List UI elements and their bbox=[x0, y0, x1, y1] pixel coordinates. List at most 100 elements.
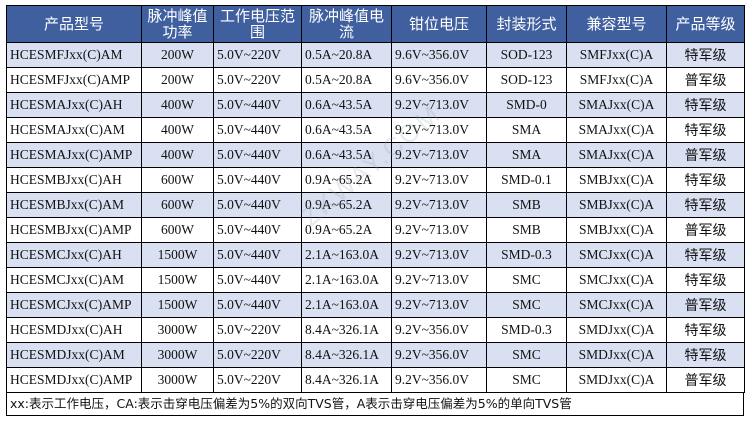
cell-peak-current: 0.5A~20.8A bbox=[301, 42, 392, 68]
cell-package: SOD-123 bbox=[486, 67, 567, 93]
cell-voltage-range: 5.0V~440V bbox=[213, 142, 302, 168]
cell-voltage-range: 5.0V~220V bbox=[213, 42, 302, 68]
cell-peak-current: 0.5A~20.8A bbox=[301, 67, 392, 93]
cell-peak-current: 0.9A~65.2A bbox=[301, 192, 392, 218]
cell-peak-power: 400W bbox=[141, 142, 214, 168]
cell-clamp-voltage: 9.6V~356.0V bbox=[391, 42, 487, 68]
cell-model: HCESMCJxx(C)AH bbox=[6, 242, 142, 268]
cell-package: SMC bbox=[486, 367, 567, 393]
cell-peak-current: 2.1A~163.0A bbox=[301, 292, 392, 318]
table-row: HCESMFJxx(C)AMP 200W 5.0V~220V 0.5A~20.8A 9.… bbox=[6, 67, 745, 93]
cell-compatible-model: SMBJxx(C)A bbox=[566, 217, 667, 243]
table-row: HCESMCJxx(C)AH 1500W 5.0V~440V 2.1A~163.0A 9… bbox=[6, 242, 745, 268]
cell-clamp-voltage: 9.2V~713.0V bbox=[391, 167, 487, 193]
cell-package: SMA bbox=[486, 117, 567, 143]
cell-model: HCESMBJxx(C)AM bbox=[6, 192, 142, 218]
cell-peak-current: 0.6A~43.5A bbox=[301, 92, 392, 118]
cell-peak-current: 8.4A~326.1A bbox=[301, 317, 392, 343]
cell-voltage-range: 5.0V~220V bbox=[213, 367, 302, 393]
cell-grade: 普军级 bbox=[666, 217, 745, 243]
cell-package: SMD-0.3 bbox=[486, 317, 567, 343]
header-model: 产品型号 bbox=[6, 5, 142, 43]
cell-clamp-voltage: 9.2V~713.0V bbox=[391, 92, 487, 118]
cell-package: SMC bbox=[486, 267, 567, 293]
table-row: HCESMFJxx(C)AM 200W 5.0V~220V 0.5A~20.8A 9.6… bbox=[6, 42, 745, 68]
cell-voltage-range: 5.0V~220V bbox=[213, 67, 302, 93]
header-package: 封装形式 bbox=[486, 5, 567, 43]
cell-voltage-range: 5.0V~440V bbox=[213, 292, 302, 318]
cell-model: HCESMAJxx(C)AH bbox=[6, 92, 142, 118]
cell-voltage-range: 5.0V~440V bbox=[213, 242, 302, 268]
table-row: HCESMBJxx(C)AMP 600W 5.0V~440V 0.9A~65.2A 9.… bbox=[6, 217, 745, 243]
cell-model: HCESMAJxx(C)AM bbox=[6, 117, 142, 143]
cell-compatible-model: SMAJxx(C)A bbox=[566, 117, 667, 143]
cell-compatible-model: SMBJxx(C)A bbox=[566, 167, 667, 193]
cell-voltage-range: 5.0V~440V bbox=[213, 267, 302, 293]
cell-compatible-model: SMAJxx(C)A bbox=[566, 92, 667, 118]
cell-peak-current: 0.9A~65.2A bbox=[301, 167, 392, 193]
cell-grade: 普军级 bbox=[666, 67, 745, 93]
cell-peak-power: 200W bbox=[141, 42, 214, 68]
table-row: HCESMCJxx(C)AM 1500W 5.0V~440V 2.1A~163.0A 9… bbox=[6, 267, 745, 293]
cell-voltage-range: 5.0V~440V bbox=[213, 92, 302, 118]
cell-model: HCESMFJxx(C)AMP bbox=[6, 67, 142, 93]
table-row: HCESMCJxx(C)AMP 1500W 5.0V~440V 2.1A~163.0A… bbox=[6, 292, 745, 318]
cell-peak-power: 3000W bbox=[141, 367, 214, 393]
header-clamp-voltage: 钳位电压 bbox=[391, 5, 487, 43]
table-row: HCESMAJxx(C)AMP 400W 5.0V~440V 0.6A~43.5A 9.… bbox=[6, 142, 745, 168]
cell-grade: 特军级 bbox=[666, 242, 745, 268]
table-row: HCESMAJxx(C)AH 400W 5.0V~440V 0.6A~43.5A 9.2… bbox=[6, 92, 745, 118]
cell-compatible-model: SMBJxx(C)A bbox=[566, 192, 667, 218]
cell-grade: 普军级 bbox=[666, 292, 745, 318]
cell-clamp-voltage: 9.2V~356.0V bbox=[391, 342, 487, 368]
cell-clamp-voltage: 9.2V~713.0V bbox=[391, 292, 487, 318]
cell-peak-power: 600W bbox=[141, 192, 214, 218]
cell-model: HCESMCJxx(C)AMP bbox=[6, 292, 142, 318]
cell-clamp-voltage: 9.6V~356.0V bbox=[391, 67, 487, 93]
cell-compatible-model: SMCJxx(C)A bbox=[566, 242, 667, 268]
header-row: 产品型号 脉冲峰值功率 工作电压范围 脉冲峰值电流 钳位电压 封装形式 兼容型号… bbox=[6, 5, 745, 43]
cell-clamp-voltage: 9.2V~713.0V bbox=[391, 242, 487, 268]
cell-peak-power: 1500W bbox=[141, 242, 214, 268]
cell-voltage-range: 5.0V~440V bbox=[213, 192, 302, 218]
cell-voltage-range: 5.0V~440V bbox=[213, 117, 302, 143]
cell-clamp-voltage: 9.2V~356.0V bbox=[391, 317, 487, 343]
header-peak-current: 脉冲峰值电流 bbox=[301, 5, 392, 43]
table-row: HCESMDJxx(C)AH 3000W 5.0V~220V 8.4A~326.1A 9… bbox=[6, 317, 745, 343]
cell-package: SOD-123 bbox=[486, 42, 567, 68]
cell-clamp-voltage: 9.2V~713.0V bbox=[391, 267, 487, 293]
header-compatible-model: 兼容型号 bbox=[566, 5, 667, 43]
cell-clamp-voltage: 9.2V~713.0V bbox=[391, 217, 487, 243]
cell-package: SMC bbox=[486, 292, 567, 318]
cell-model: HCESMFJxx(C)AM bbox=[6, 42, 142, 68]
cell-package: SMC bbox=[486, 342, 567, 368]
cell-grade: 特军级 bbox=[666, 42, 745, 68]
cell-grade: 特军级 bbox=[666, 92, 745, 118]
cell-clamp-voltage: 9.2V~356.0V bbox=[391, 367, 487, 393]
cell-grade: 特军级 bbox=[666, 117, 745, 143]
cell-package: SMD-0.3 bbox=[486, 242, 567, 268]
cell-compatible-model: SMFJxx(C)A bbox=[566, 67, 667, 93]
cell-clamp-voltage: 9.2V~713.0V bbox=[391, 142, 487, 168]
cell-peak-current: 0.6A~43.5A bbox=[301, 117, 392, 143]
cell-model: HCESMAJxx(C)AMP bbox=[6, 142, 142, 168]
cell-package: SMB bbox=[486, 217, 567, 243]
table-row: HCESMBJxx(C)AM 600W 5.0V~440V 0.9A~65.2A 9.2… bbox=[6, 192, 745, 218]
cell-peak-current: 2.1A~163.0A bbox=[301, 242, 392, 268]
cell-package: SMB bbox=[486, 192, 567, 218]
cell-voltage-range: 5.0V~220V bbox=[213, 342, 302, 368]
cell-clamp-voltage: 9.2V~713.0V bbox=[391, 192, 487, 218]
cell-peak-power: 3000W bbox=[141, 317, 214, 343]
cell-grade: 特军级 bbox=[666, 267, 745, 293]
cell-compatible-model: SMDJxx(C)A bbox=[566, 367, 667, 393]
header-voltage-range: 工作电压范围 bbox=[213, 5, 302, 43]
cell-peak-power: 3000W bbox=[141, 342, 214, 368]
cell-package: SMA bbox=[486, 142, 567, 168]
table-row: HCESMDJxx(C)AMP 3000W 5.0V~220V 8.4A~326.1A… bbox=[6, 367, 745, 393]
cell-model: HCESMDJxx(C)AH bbox=[6, 317, 142, 343]
cell-peak-power: 400W bbox=[141, 117, 214, 143]
cell-peak-current: 0.6A~43.5A bbox=[301, 142, 392, 168]
cell-peak-current: 8.4A~326.1A bbox=[301, 367, 392, 393]
cell-compatible-model: SMDJxx(C)A bbox=[566, 317, 667, 343]
cell-peak-power: 1500W bbox=[141, 267, 214, 293]
